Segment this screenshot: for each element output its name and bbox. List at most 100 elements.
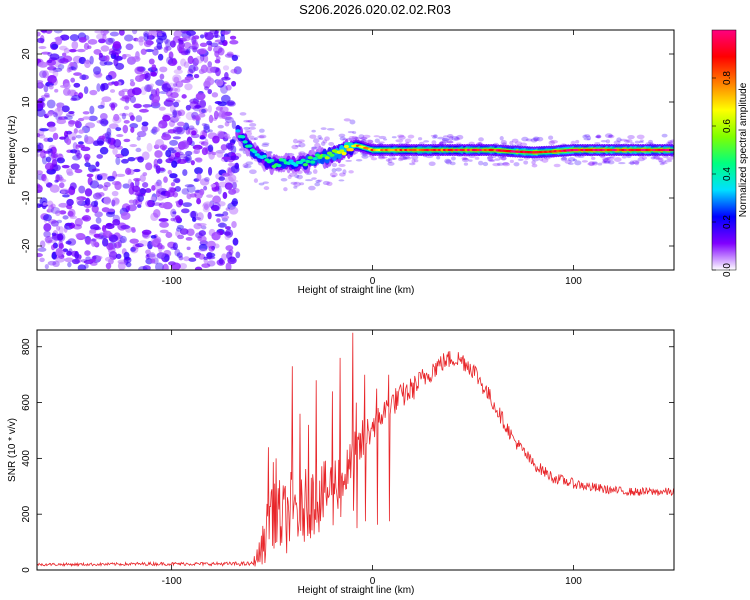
ridge-halo-cell <box>351 135 358 140</box>
ridge-halo-cell <box>397 157 404 162</box>
ridge-halo-cell <box>653 155 660 159</box>
noise-cell <box>173 30 182 38</box>
noise-cell <box>74 149 81 157</box>
noise-cell <box>123 105 130 111</box>
noise-cell <box>169 139 179 146</box>
noise-cell <box>76 197 83 205</box>
noise-cell <box>144 72 151 81</box>
noise-cell <box>40 97 46 102</box>
noise-cell <box>159 73 165 80</box>
ridge-halo-cell <box>608 134 613 138</box>
noise-cell <box>172 109 178 118</box>
noise-cell <box>176 224 184 230</box>
noise-cell <box>84 162 91 168</box>
noise-cell <box>37 37 45 44</box>
noise-cell <box>156 252 167 259</box>
ridge-halo-cell <box>387 161 395 166</box>
noise-cell <box>159 144 168 150</box>
noise-cell <box>102 238 109 247</box>
noise-cell <box>199 48 208 55</box>
noise-cell <box>86 173 94 178</box>
noise-cell <box>193 222 202 230</box>
noise-cell <box>98 172 108 177</box>
noise-cell <box>66 168 73 175</box>
ridge-cell <box>329 153 335 157</box>
noise-cell <box>179 228 189 235</box>
ridge-halo-cell <box>613 157 622 163</box>
noise-cell <box>99 146 109 155</box>
noise-cell <box>57 153 64 161</box>
ridge-halo-cell <box>315 179 321 184</box>
ridge-cell <box>261 154 268 159</box>
ridge-halo-cell <box>381 156 388 159</box>
noise-cell <box>109 89 116 93</box>
noise-cell <box>156 179 162 187</box>
noise-cell <box>183 61 190 68</box>
noise-cell <box>177 109 186 117</box>
ridge-cell <box>269 158 275 163</box>
noise-cell <box>173 76 180 84</box>
ridge-halo-cell <box>322 180 330 186</box>
ridge-halo-cell <box>591 161 599 166</box>
noise-cell <box>214 30 219 38</box>
noise-cell <box>157 242 163 250</box>
ridge-halo-cell <box>502 162 509 165</box>
noise-cell <box>165 190 175 198</box>
y-tick-label: 0 <box>21 147 32 153</box>
ridge-halo-cell <box>311 129 316 133</box>
ridge-cell <box>235 129 241 133</box>
ridge-halo-cell <box>604 156 612 160</box>
ridge-halo-cell <box>418 137 423 141</box>
x-tick-label: 0 <box>370 276 376 287</box>
noise-cell <box>59 45 68 51</box>
noise-cell <box>57 116 68 120</box>
noise-cell <box>157 123 163 128</box>
colorbar-tick-label: 0.2 <box>722 215 733 229</box>
noise-cell <box>50 146 57 155</box>
noise-cell <box>76 48 86 53</box>
noise-cell <box>229 256 236 263</box>
noise-cell <box>73 128 78 134</box>
ridge-halo-cell <box>444 158 451 164</box>
noise-cell <box>201 122 207 127</box>
noise-cell <box>193 35 200 40</box>
noise-cell <box>173 83 178 87</box>
ridge-cell <box>281 158 287 162</box>
noise-cell <box>61 105 70 113</box>
ridge-halo-cell <box>294 174 300 179</box>
noise-cell <box>76 152 83 159</box>
noise-cell <box>118 30 125 36</box>
ridge-halo-cell <box>607 160 615 165</box>
noise-cell <box>212 135 220 144</box>
noise-cell <box>161 133 172 141</box>
noise-cell <box>207 144 214 152</box>
noise-cell <box>52 132 59 141</box>
noise-cell <box>186 228 195 236</box>
noise-cell <box>224 121 230 127</box>
ridge-halo-cell <box>312 169 318 174</box>
ridge-halo-cell <box>299 182 305 186</box>
ridge-halo-cell <box>584 134 591 138</box>
ridge-halo-cell <box>536 136 544 142</box>
noise-cell <box>154 182 163 192</box>
noise-cell <box>221 76 231 81</box>
noise-cell <box>233 162 240 169</box>
noise-cell <box>38 134 46 139</box>
ridge-halo-cell <box>345 159 353 162</box>
ridge-halo-cell <box>298 142 306 148</box>
noise-cell <box>135 115 143 123</box>
noise-cell <box>60 190 66 195</box>
ridge-halo-cell <box>447 140 454 144</box>
noise-cell <box>91 168 100 172</box>
ridge-halo-cell <box>513 162 520 167</box>
noise-cell <box>180 30 189 34</box>
ridge-halo-cell <box>445 159 452 165</box>
noise-cell <box>62 194 70 198</box>
noise-cell <box>37 247 47 252</box>
noise-cell <box>117 259 127 265</box>
noise-cell <box>196 212 204 221</box>
noise-cell <box>194 266 203 270</box>
ridge-halo-cell <box>606 156 615 161</box>
noise-cell <box>153 45 163 51</box>
noise-cell <box>99 118 104 125</box>
